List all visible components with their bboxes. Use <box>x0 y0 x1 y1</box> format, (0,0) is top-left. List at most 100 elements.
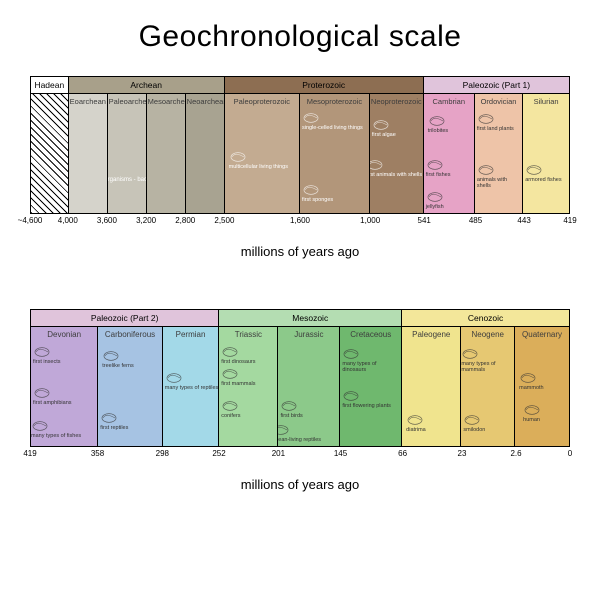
period-eoarchean: Eoarchean <box>69 94 108 213</box>
timeline-row-2: Paleozoic (Part 2)MesozoicCenozoic Devon… <box>30 309 570 492</box>
organism-label: first dinosaurs <box>221 345 255 365</box>
page-title: Geochronological scale <box>30 20 570 54</box>
period-label: Jurassic <box>278 327 339 341</box>
organism-label: animals with shells <box>477 163 522 189</box>
tick: 1,600 <box>290 216 310 225</box>
period-label: Mesoarchean <box>147 94 185 108</box>
period-body <box>186 108 224 213</box>
period-body: treelike fernsfirst reptiles <box>98 341 162 446</box>
tick: 419 <box>563 216 576 225</box>
organism-label: many types of fishes <box>31 419 81 439</box>
period-label: Cambrian <box>424 94 474 108</box>
period-body: first algaefirst animals with shells <box>370 108 423 213</box>
period-label: Devonian <box>31 327 97 341</box>
period-body: first dinosaursfirst mammalsconifers <box>219 341 277 446</box>
organism-label: jellyfish <box>426 190 444 210</box>
period-cretaceous: Cretaceousmany types of dinosaursfirst f… <box>340 327 402 446</box>
period-permian: Permianmany types of reptiles <box>163 327 219 446</box>
period-row-1: EoarcheanPaleoarcheanfirst living organi… <box>30 94 570 214</box>
tick: 3,200 <box>136 216 156 225</box>
tick: 2,500 <box>214 216 234 225</box>
tick: 485 <box>469 216 482 225</box>
tick: 2.6 <box>510 449 521 458</box>
period-label: Paleogene <box>402 327 460 341</box>
period-body: mammothhuman <box>515 341 569 446</box>
period-neoarchean: Neoarchean <box>186 94 225 213</box>
tick: 66 <box>398 449 407 458</box>
period-quaternary: Quaternarymammothhuman <box>515 327 569 446</box>
period-body: single-celled living thingsfirst sponges <box>300 108 369 213</box>
organism-label: trilobites <box>428 114 448 134</box>
organism-label: first animals with shells <box>370 158 422 178</box>
eon-row-2: Paleozoic (Part 2)MesozoicCenozoic <box>30 309 570 327</box>
organism-label: many types of dinosaurs <box>342 347 401 373</box>
organism-label: ocean-living reptiles <box>278 423 321 443</box>
tick: 419 <box>23 449 36 458</box>
eon-cenozoic: Cenozoic <box>402 310 569 326</box>
organism-label: first flowering plants <box>342 389 391 409</box>
period-neoproterozoic: Neoproterozoicfirst algaefirst animals w… <box>370 94 424 213</box>
ticks-row-1: ~4,6004,0003,6003,2002,8002,5001,6001,00… <box>30 214 570 228</box>
period-label: Silurian <box>523 94 569 108</box>
eon-mesozoic: Mesozoic <box>219 310 402 326</box>
organism-label: multicellular living things <box>229 150 288 170</box>
organism-label: first land plants <box>477 112 514 132</box>
organism-label: first amphibians <box>33 386 72 406</box>
period-paleoarchean: Paleoarcheanfirst living organisms - bac… <box>108 94 147 213</box>
period-body: trilobites first fishes jellyfish <box>424 108 474 213</box>
period-body: many types of dinosaurs first flowering p… <box>340 341 401 446</box>
tick: 201 <box>272 449 285 458</box>
period-body: first birds ocean-living reptiles <box>278 341 339 446</box>
period-body: first land plants animals with shells <box>475 108 522 213</box>
organism-label: first living organisms - bacteria <box>108 163 147 184</box>
period-label: Quaternary <box>515 327 569 341</box>
tick: 0 <box>568 449 572 458</box>
period-label: Permian <box>163 327 218 341</box>
period-neogene: Neogenemany types of mammalssmilodon <box>461 327 515 446</box>
axis-label-1: millions of years ago <box>30 244 570 259</box>
organism-label: first birds <box>280 399 302 419</box>
period-body: diatrima <box>402 341 460 446</box>
period-mesoarchean: Mesoarchean <box>147 94 186 213</box>
tick: 145 <box>334 449 347 458</box>
period-devonian: Devonian first insects first amphibians man… <box>31 327 98 446</box>
tick: 3,600 <box>97 216 117 225</box>
eon-row-1: HadeanArcheanProterozoicPaleozoic (Part … <box>30 76 570 94</box>
period-label: Neoarchean <box>186 94 224 108</box>
organism-label: first insects <box>33 345 61 365</box>
period-paleogene: Paleogene diatrima <box>402 327 461 446</box>
period-silurian: Silurian armored fishes <box>523 94 569 213</box>
organism-label: human <box>523 403 541 423</box>
period-body <box>69 108 107 213</box>
tick: 541 <box>418 216 431 225</box>
period-carboniferous: Carboniferoustreelike fernsfirst reptile… <box>98 327 163 446</box>
eon-hadean: Hadean <box>31 77 69 93</box>
period-body: multicellular living things <box>225 108 299 213</box>
tick: 443 <box>517 216 530 225</box>
period-triassic: Triassicfirst dinosaursfirst mammalsconi… <box>219 327 278 446</box>
period-label: Eoarchean <box>69 94 107 108</box>
period-label: Paleoproterozoic <box>225 94 299 108</box>
tick: 298 <box>156 449 169 458</box>
period-label: Carboniferous <box>98 327 162 341</box>
period-body: first living organisms - bacteria <box>108 108 146 213</box>
organism-label: conifers <box>221 399 240 419</box>
eon-proterozoic: Proterozoic <box>225 77 424 93</box>
period-label: Neogene <box>461 327 514 341</box>
period-body: first insects first amphibians many types … <box>31 341 97 446</box>
period-hadean <box>31 94 69 213</box>
period-body: armored fishes <box>523 108 569 213</box>
period-label: Neoproterozoic <box>370 94 423 108</box>
organism-label: first fishes <box>426 158 451 178</box>
timeline-row-1: HadeanArcheanProterozoicPaleozoic (Part … <box>30 76 570 259</box>
period-body <box>31 99 68 213</box>
period-jurassic: Jurassic first birds ocean-living reptiles <box>278 327 340 446</box>
tick: 1,000 <box>360 216 380 225</box>
period-paleoproterozoic: Paleoproterozoic multicellular living thi… <box>225 94 300 213</box>
organism-label: diatrima <box>406 413 426 433</box>
axis-label-2: millions of years ago <box>30 477 570 492</box>
period-label: Ordovician <box>475 94 522 108</box>
tick: ~4,600 <box>18 216 43 225</box>
period-label: Mesoproterozoic <box>300 94 369 108</box>
organism-label: armored fishes <box>525 163 561 183</box>
